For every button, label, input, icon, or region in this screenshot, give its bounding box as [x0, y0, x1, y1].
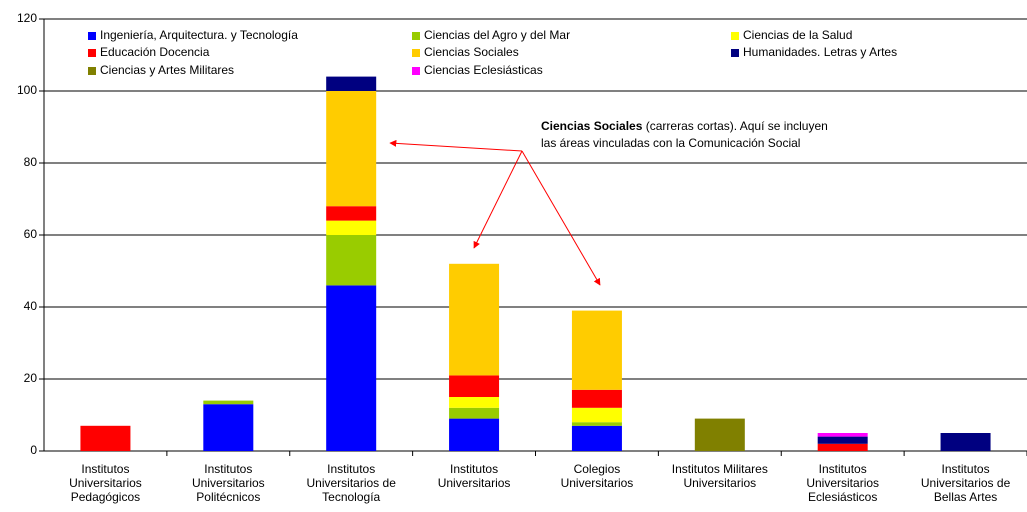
- legend-label: Ciencias del Agro y del Mar: [424, 28, 570, 42]
- bar-segment: [817, 433, 868, 437]
- bar-segment: [571, 389, 622, 408]
- legend-swatch: [412, 67, 420, 75]
- legend-swatch: [88, 32, 96, 40]
- bars: [80, 76, 991, 451]
- bar-segment: [326, 285, 377, 451]
- legend-label: Ciencias y Artes Militares: [100, 63, 234, 77]
- bar-segment: [940, 433, 991, 451]
- y-tick-label: 0: [30, 443, 37, 457]
- x-tick-label: Institutos Militares Universitarios: [671, 462, 768, 490]
- bar-segment: [326, 76, 377, 91]
- x-tick-label: Institutos Universitarios: [437, 462, 511, 490]
- y-tick-label: 60: [24, 227, 38, 241]
- annotation-bold: Ciencias Sociales: [541, 119, 643, 133]
- arrows: [389, 139, 601, 286]
- bar-segment: [449, 375, 500, 397]
- arrow: [473, 150, 523, 249]
- bar-segment: [449, 263, 500, 376]
- x-tick-label: Institutos Universitarios Eclesiásticos: [806, 462, 880, 504]
- bar-segment: [80, 425, 131, 451]
- legend-label: Educación Docencia: [100, 45, 210, 59]
- x-tick-label: Institutos Universitarios de Bellas Arte…: [920, 462, 1011, 504]
- bar-segment: [694, 418, 745, 451]
- y-tick-label: 80: [24, 155, 38, 169]
- legend-label: Humanidades. Letras y Artes: [743, 45, 897, 59]
- annotation-line: (carreras cortas). Aquí se incluyen: [645, 119, 828, 133]
- x-tick-label: Colegios Universitarios: [560, 462, 634, 490]
- x-tick-label: Institutos Universitarios Politécnicos: [191, 462, 265, 504]
- legend-swatch: [731, 32, 739, 40]
- y-tick-label: 100: [17, 83, 37, 97]
- bar-segment: [203, 404, 254, 451]
- legend-label: Ciencias Eclesiásticas: [424, 63, 543, 77]
- legend-label: Ciencias Sociales: [424, 45, 519, 59]
- annotation: Ciencias Sociales (carreras cortas). Aqu…: [541, 118, 828, 152]
- legend-swatch: [412, 49, 420, 57]
- legend-swatch: [88, 49, 96, 57]
- legend: Ingeniería, Arquitectura. y Tecnología Ci…: [88, 28, 897, 77]
- x-tick-label: Institutos Universitarios de Tecnología: [306, 462, 396, 504]
- x-tick-label: Institutos Universitarios Pedagógicos: [69, 462, 142, 504]
- legend-swatch: [412, 32, 420, 40]
- legend-label: Ingeniería, Arquitectura. y Tecnología: [100, 28, 298, 42]
- legend-label: Ciencias de la Salud: [743, 28, 852, 42]
- bar-segment: [571, 407, 622, 423]
- bar-segment: [817, 436, 868, 444]
- bar-segment: [449, 418, 500, 451]
- bar-segment: [571, 425, 622, 451]
- bar-segment: [203, 400, 254, 405]
- bar-segment: [817, 443, 868, 451]
- y-tick-label: 40: [24, 299, 38, 313]
- annotation-line: las áreas vinculadas con la Comunicación…: [541, 136, 801, 150]
- grid: [39, 18, 1027, 456]
- arrow: [389, 139, 523, 152]
- bar-segment: [571, 310, 622, 390]
- bar-segment: [326, 206, 377, 221]
- legend-swatch: [88, 67, 96, 75]
- bar-segment: [449, 397, 500, 408]
- arrow: [521, 150, 601, 286]
- bar-segment: [449, 407, 500, 419]
- bar-segment: [326, 91, 377, 207]
- bar-segment: [571, 422, 622, 426]
- bar-segment: [326, 220, 377, 235]
- y-tick-label: 20: [24, 371, 38, 385]
- legend-swatch: [731, 49, 739, 57]
- bar-segment: [326, 235, 377, 286]
- y-tick-label: 120: [17, 11, 37, 25]
